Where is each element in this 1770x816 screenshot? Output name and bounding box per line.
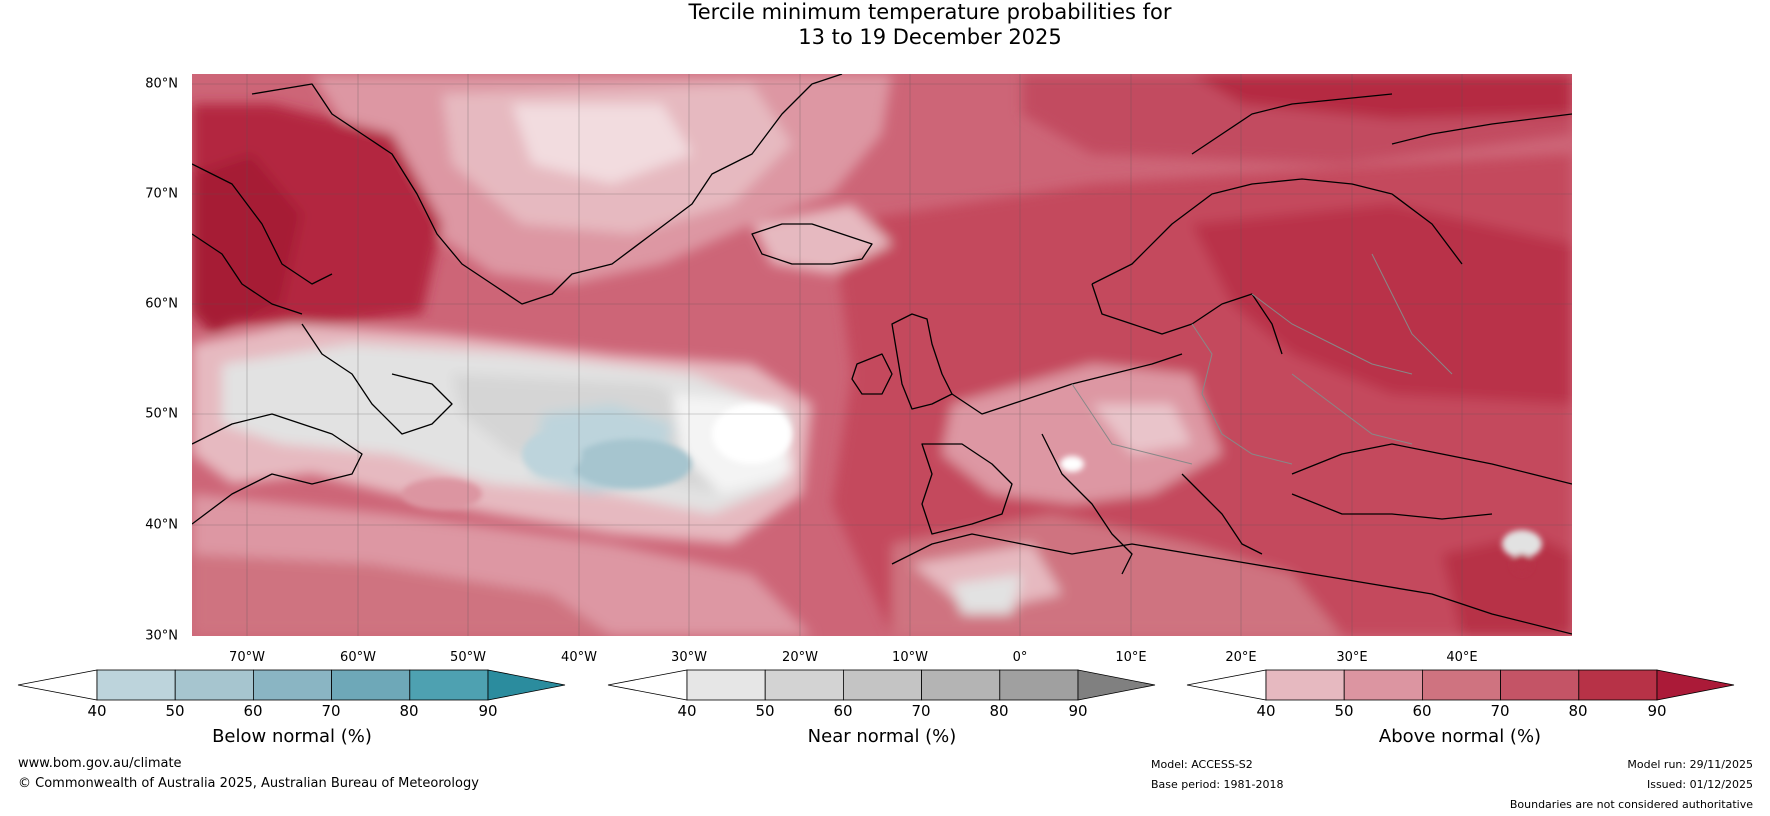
colorbar-swatch [764, 669, 844, 701]
colorbar-above-normal-swatches [1186, 669, 1735, 701]
footer-disclaimer: Boundaries are not considered authoritat… [1509, 798, 1753, 811]
colorbar-below-tick: 80 [399, 702, 419, 720]
probability-map [192, 74, 1572, 636]
footer-model: Model: ACCESS-S2 [1151, 758, 1253, 771]
chart-title: Tercile minimum temperature probabilitie… [0, 0, 1770, 50]
colorbar-swatch [96, 669, 176, 701]
colorbar-left-extension [1186, 669, 1267, 701]
lon-label-40e: 40°E [1446, 650, 1478, 665]
colorbar-swatch [842, 669, 922, 701]
map-canvas [192, 74, 1572, 636]
colorbar-below-tick: 60 [243, 702, 263, 720]
colorbar-below-normal-title: Below normal (%) [212, 726, 372, 747]
colorbar-above-normal [1186, 668, 1735, 702]
lon-label-10w: 10°W [892, 650, 928, 665]
country-borders [1071, 253, 1453, 465]
colorbar-near-normal-swatches [607, 669, 1156, 701]
lon-label-10e: 10°E [1115, 650, 1147, 665]
lon-label-50w: 50°W [450, 650, 486, 665]
colorbar-below-tick: 70 [321, 702, 341, 720]
colorbar-near-tick: 70 [911, 702, 931, 720]
lat-label-60n: 60°N [145, 296, 178, 312]
colorbar-near-normal [607, 668, 1156, 702]
lon-label-30w: 30°W [671, 650, 707, 665]
colorbar-left-extension [17, 669, 98, 701]
colorbar-above-tick: 60 [1412, 702, 1432, 720]
probability-detail [402, 404, 1542, 574]
colorbar-swatch [409, 669, 489, 701]
footer-website: www.bom.gov.au/climate [18, 756, 182, 771]
title-line-2: 13 to 19 December 2025 [798, 25, 1062, 49]
lon-label-20w: 20°W [782, 650, 818, 665]
title-line-1: Tercile minimum temperature probabilitie… [688, 0, 1172, 24]
colorbar-swatch [686, 669, 766, 701]
colorbar-swatch [331, 669, 411, 701]
colorbar-swatch [174, 669, 254, 701]
colorbar-swatch [999, 669, 1079, 701]
colorbar-above-tick: 80 [1568, 702, 1588, 720]
colorbar-swatch [1343, 669, 1423, 701]
colorbar-right-extension [1656, 669, 1735, 701]
lon-label-0: 0° [1012, 650, 1028, 665]
lon-label-70w: 70°W [229, 650, 265, 665]
colorbar-below-normal-swatches [17, 669, 566, 701]
footer-base-period: Base period: 1981-2018 [1151, 778, 1284, 791]
colorbar-right-extension [487, 669, 566, 701]
lat-label-80n: 80°N [145, 76, 178, 92]
colorbar-above-normal-title: Above normal (%) [1378, 726, 1542, 747]
colorbar-above-tick: 40 [1256, 702, 1276, 720]
colorbar-swatch [1500, 669, 1580, 701]
colorbar-above-tick: 70 [1490, 702, 1510, 720]
lat-label-50n: 50°N [145, 406, 178, 422]
colorbar-left-extension [607, 669, 688, 701]
colorbar-near-tick: 90 [1068, 702, 1088, 720]
lon-label-30e: 30°E [1336, 650, 1368, 665]
map-graticule [192, 74, 1572, 636]
lon-label-20e: 20°E [1225, 650, 1257, 665]
lon-label-40w: 40°W [561, 650, 597, 665]
footer-model-run: Model run: 29/11/2025 [1627, 758, 1753, 771]
colorbar-near-tick: 40 [677, 702, 697, 720]
colorbar-swatch [1265, 669, 1345, 701]
lat-label-40n: 40°N [145, 517, 178, 533]
lat-label-30n: 30°N [145, 628, 178, 644]
colorbar-above-tick: 50 [1334, 702, 1354, 720]
colorbar-near-normal-title: Near normal (%) [807, 726, 957, 747]
colorbar-below-normal [17, 668, 566, 702]
lon-label-60w: 60°W [340, 650, 376, 665]
colorbar-right-extension [1077, 669, 1156, 701]
colorbar-swatch [252, 669, 332, 701]
colorbar-below-tick: 90 [478, 702, 498, 720]
colorbar-swatch [921, 669, 1001, 701]
colorbar-above-tick: 90 [1647, 702, 1667, 720]
coastlines [192, 74, 1572, 635]
colorbar-near-tick: 50 [755, 702, 775, 720]
colorbar-swatch [1578, 669, 1658, 701]
footer-issued: Issued: 01/12/2025 [1646, 778, 1753, 791]
colorbar-near-tick: 80 [989, 702, 1009, 720]
colorbar-swatch [1421, 669, 1501, 701]
colorbar-below-tick: 40 [87, 702, 107, 720]
lat-label-70n: 70°N [145, 186, 178, 202]
footer-copyright: © Commonwealth of Australia 2025, Austra… [18, 776, 479, 791]
colorbar-near-tick: 60 [833, 702, 853, 720]
colorbar-below-tick: 50 [165, 702, 185, 720]
